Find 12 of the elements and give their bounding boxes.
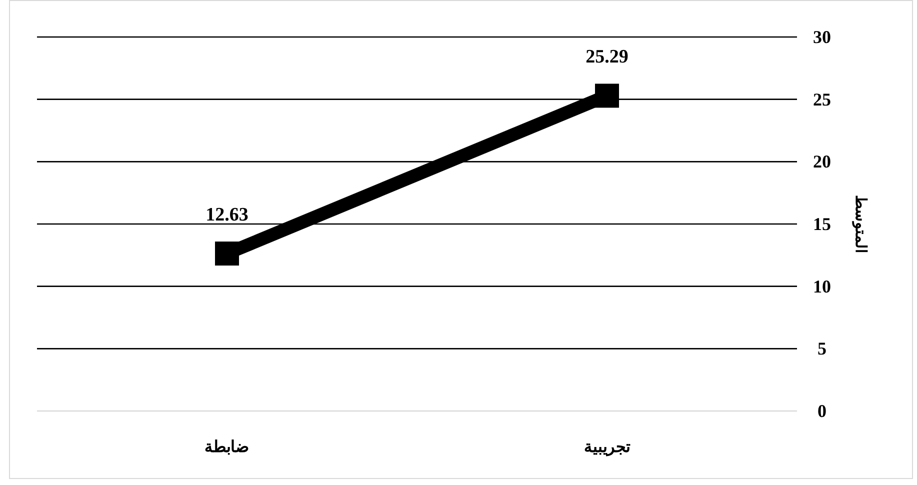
- y-tick-label: 0: [818, 401, 826, 421]
- y-tick-label: 5: [818, 338, 826, 359]
- y-tick-label: 20: [813, 152, 831, 172]
- data-label: 25.29: [586, 46, 628, 68]
- y-tick-label: 15: [813, 214, 831, 234]
- y-tick-label: 10: [813, 276, 831, 296]
- x-tick-label: ضابطة: [204, 439, 250, 456]
- data-label: 12.63: [206, 204, 248, 226]
- y-axis-title: المتوسط: [852, 195, 868, 253]
- x-tick-label: تجريبية: [584, 439, 631, 457]
- y-tick-label: 25: [813, 89, 831, 110]
- y-tick-label: 30: [813, 27, 831, 47]
